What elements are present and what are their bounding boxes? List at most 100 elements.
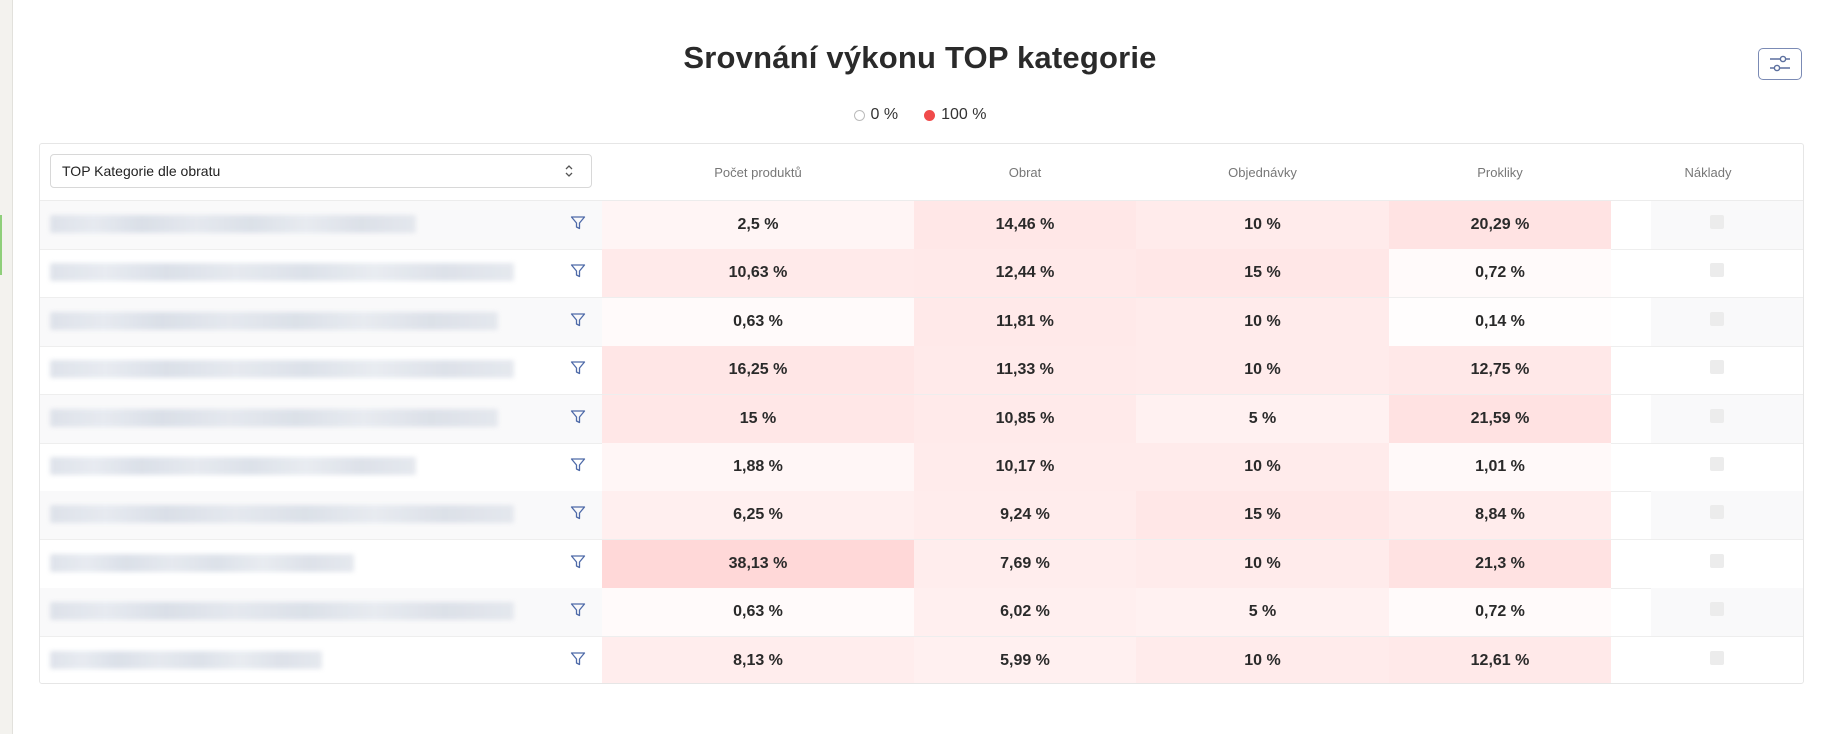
value-cell-revenue: 11,81 % [914, 297, 1136, 346]
value-cell-orders: 10 % [1136, 201, 1389, 249]
page-title: Srovnání výkonu TOP kategorie [683, 40, 1157, 75]
table-row: 0,63 % 6,02 % 5 % 0,72 % [40, 588, 1803, 638]
empty-value-placeholder [1710, 650, 1724, 665]
table-row: 1,88 % 10,17 % 10 % 1,01 % [40, 443, 1803, 492]
value-cell-clicks: 1,01 % [1389, 443, 1611, 491]
filter-button[interactable] [570, 457, 588, 475]
value-cell-orders: 15 % [1136, 491, 1389, 540]
color-legend: 0 % 100 % [0, 106, 1840, 124]
column-header-products[interactable]: Počet produktů [714, 164, 802, 180]
column-header-orders[interactable]: Objednávky [1228, 164, 1297, 180]
value-cell-products: 2,5 % [602, 201, 914, 249]
value-cell-costs [1651, 249, 1803, 297]
legend-min-swatch [853, 109, 865, 121]
redacted-category-name [50, 408, 498, 427]
category-name-cell [40, 637, 602, 683]
category-name-cell [40, 201, 602, 249]
table-row: 2,5 % 14,46 % 10 % 20,29 % [40, 201, 1803, 250]
legend-item-min: 0 % [853, 106, 898, 124]
value-cell-clicks: 21,59 % [1389, 394, 1611, 443]
redacted-category-name [50, 360, 514, 379]
value-cell-costs [1651, 297, 1803, 346]
redacted-category-name [50, 311, 498, 330]
filter-icon [570, 603, 586, 617]
value-cell-orders: 5 % [1136, 588, 1389, 637]
filter-button[interactable] [570, 651, 588, 669]
table-row: 0,63 % 11,81 % 10 % 0,14 % [40, 297, 1803, 347]
category-name-cell [40, 443, 602, 491]
category-name-cell [40, 491, 602, 540]
value-cell-clicks: 21,3 % [1389, 539, 1611, 588]
redacted-category-name [50, 602, 514, 621]
empty-value-placeholder [1710, 408, 1724, 423]
filter-button[interactable] [570, 215, 588, 233]
column-header-revenue[interactable]: Obrat [1008, 164, 1042, 180]
dimension-select-value: TOP Kategorie dle obratu [62, 163, 221, 179]
filter-button[interactable] [570, 554, 588, 572]
redacted-category-name [50, 650, 322, 669]
value-cell-products: 38,13 % [602, 539, 914, 588]
table-row: 10,63 % 12,44 % 15 % 0,72 % [40, 249, 1803, 299]
empty-value-placeholder [1710, 360, 1724, 375]
table-row: 16,25 % 11,33 % 10 % 12,75 % [40, 346, 1803, 396]
redacted-category-name [50, 505, 514, 524]
table-row: 15 % 10,85 % 5 % 21,59 % [40, 394, 1803, 444]
value-cell-products: 10,63 % [602, 249, 914, 298]
value-cell-products: 8,13 % [602, 636, 914, 683]
filter-button[interactable] [570, 263, 588, 281]
value-cell-products: 15 % [602, 394, 914, 443]
filter-button[interactable] [570, 602, 588, 620]
value-cell-products: 0,63 % [602, 588, 914, 637]
value-cell-products: 16,25 % [602, 346, 914, 395]
category-name-cell [40, 249, 602, 297]
redacted-category-name [50, 457, 416, 475]
value-cell-costs [1651, 394, 1803, 443]
value-cell-revenue: 6,02 % [914, 588, 1136, 637]
value-cell-costs [1651, 588, 1803, 637]
redacted-category-name [50, 553, 354, 572]
value-cell-revenue: 9,24 % [914, 491, 1136, 540]
value-cell-clicks: 0,14 % [1389, 297, 1611, 346]
table-row: 38,13 % 7,69 % 10 % 21,3 % [40, 539, 1803, 589]
filter-icon [570, 409, 586, 423]
filter-icon [570, 651, 586, 665]
filter-button[interactable] [570, 505, 588, 523]
value-cell-orders: 10 % [1136, 539, 1389, 588]
column-header-clicks[interactable]: Prokliky [1477, 164, 1523, 180]
value-cell-clicks: 12,61 % [1389, 636, 1611, 683]
value-cell-costs [1651, 491, 1803, 540]
category-name-cell [40, 297, 602, 346]
settings-button[interactable] [1758, 48, 1802, 80]
column-header-costs[interactable]: Náklady [1684, 164, 1732, 180]
value-cell-costs [1651, 637, 1803, 683]
filter-button[interactable] [570, 312, 588, 330]
value-cell-revenue: 11,33 % [914, 346, 1136, 395]
empty-value-placeholder [1710, 553, 1724, 568]
empty-value-placeholder [1710, 602, 1724, 617]
empty-value-placeholder [1710, 215, 1724, 229]
filter-button[interactable] [570, 360, 588, 378]
value-cell-products: 0,63 % [602, 297, 914, 346]
value-cell-clicks: 0,72 % [1389, 249, 1611, 298]
value-cell-clicks: 0,72 % [1389, 588, 1611, 637]
value-cell-products: 1,88 % [602, 443, 914, 491]
value-cell-products: 6,25 % [602, 491, 914, 540]
filter-button[interactable] [570, 409, 588, 427]
legend-item-max: 100 % [924, 106, 986, 124]
value-cell-costs [1651, 443, 1803, 491]
value-cell-orders: 10 % [1136, 346, 1389, 395]
filter-icon [570, 264, 586, 278]
value-cell-revenue: 12,44 % [914, 249, 1136, 298]
value-cell-revenue: 10,85 % [914, 394, 1136, 443]
table-row: 6,25 % 9,24 % 15 % 8,84 % [40, 491, 1803, 541]
category-name-cell [40, 588, 602, 637]
table-header: TOP Kategorie dle obratu Počet produktů … [40, 144, 1803, 201]
redacted-category-name [50, 263, 514, 282]
table-row: 8,13 % 5,99 % 10 % 12,61 % [40, 636, 1803, 683]
filter-icon [570, 458, 586, 472]
filter-icon [570, 555, 586, 568]
filter-icon [570, 361, 586, 375]
category-name-cell [40, 346, 602, 394]
filter-icon [570, 216, 586, 230]
dimension-select[interactable]: TOP Kategorie dle obratu [50, 154, 592, 188]
